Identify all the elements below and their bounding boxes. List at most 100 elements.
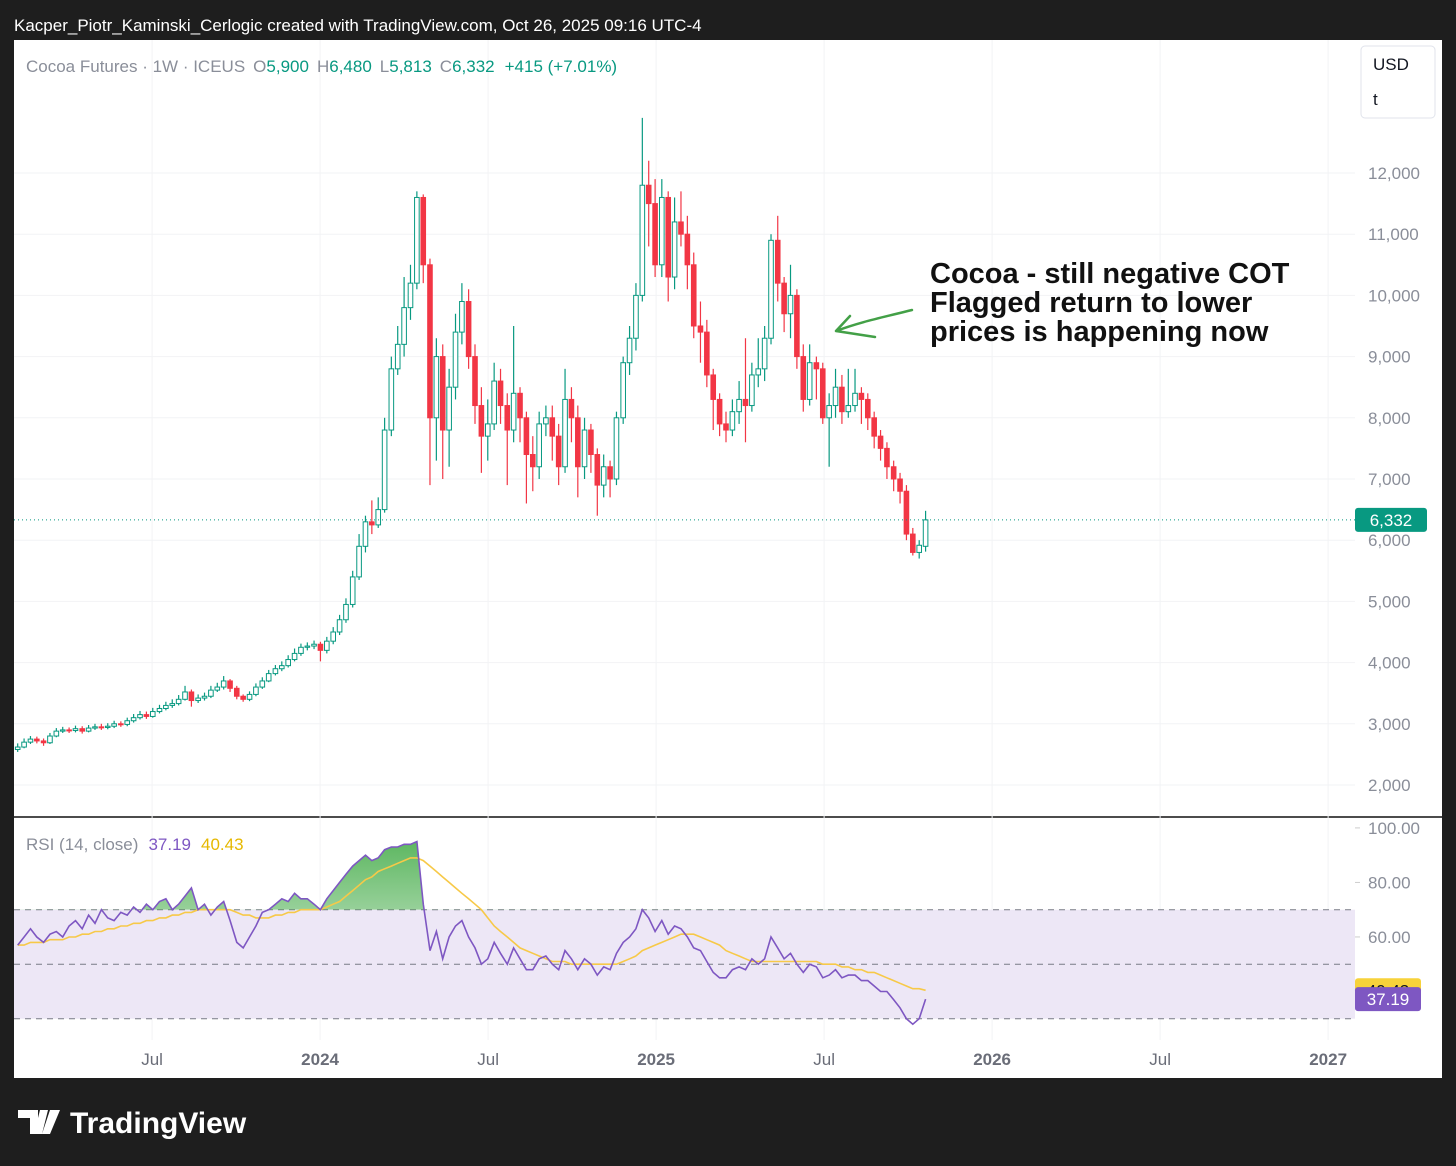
- candle-body: [626, 337, 633, 364]
- y-tick-label: 6,000: [1368, 531, 1411, 550]
- annotation-line: Cocoa - still negative COT: [930, 258, 1290, 290]
- candle-body: [794, 294, 800, 358]
- candle-body: [871, 417, 877, 437]
- candle-body: [504, 405, 511, 431]
- ohlc-legend: Cocoa Futures · 1W · ICEUS O5,900 H6,480 L5…: [26, 57, 617, 76]
- candle-body: [864, 398, 871, 419]
- candle-body: [736, 398, 742, 413]
- y-tick-label: 10,000: [1368, 286, 1420, 305]
- candle-body: [407, 282, 414, 309]
- candle-body: [343, 603, 349, 621]
- candle-body: [66, 729, 72, 732]
- candle-body: [684, 233, 691, 266]
- candle-body: [491, 380, 497, 425]
- candle-body: [813, 362, 820, 370]
- candle-body: [659, 196, 665, 266]
- legend-value: 6,480: [329, 57, 372, 76]
- candle-body: [137, 714, 143, 719]
- annotation-line: Flagged return to lower: [930, 287, 1252, 319]
- candle-body: [253, 686, 259, 695]
- candle-body: [214, 686, 221, 691]
- candle-body: [336, 619, 343, 633]
- y-tick-label: 7,000: [1368, 470, 1411, 489]
- candle-body: [787, 294, 794, 315]
- candle-body: [72, 728, 79, 732]
- candle-body: [53, 730, 60, 737]
- candle-body: [774, 239, 781, 284]
- candle-body: [555, 435, 562, 468]
- candle-body: [446, 386, 452, 431]
- candle-body: [27, 738, 34, 743]
- candle-body: [304, 645, 311, 648]
- candle-body: [510, 392, 517, 431]
- candle-body: [620, 362, 626, 419]
- candle-body: [188, 691, 195, 702]
- candle-body: [594, 454, 601, 486]
- chart-panel: [14, 40, 1442, 1078]
- candle-body: [884, 447, 890, 468]
- candle-body: [452, 331, 459, 388]
- candle-body: [832, 386, 839, 407]
- candle-body: [278, 665, 285, 670]
- candle-body: [806, 362, 813, 400]
- candle-body: [716, 398, 723, 425]
- candle-body: [639, 184, 646, 296]
- currency: USD: [1373, 55, 1409, 74]
- legend-value: 5,813: [389, 57, 432, 76]
- y-tick-label: 5,000: [1368, 592, 1411, 611]
- candle-body: [922, 519, 929, 547]
- candle-body: [523, 417, 530, 456]
- candle-body: [826, 405, 832, 419]
- candle-body: [433, 356, 440, 419]
- candle-body: [381, 429, 388, 511]
- logo-icon: [18, 1110, 60, 1134]
- legend-change: +415 (+7.01%): [505, 57, 617, 76]
- candle-body: [729, 411, 736, 431]
- candle-body: [298, 646, 304, 654]
- candle-body: [852, 392, 858, 407]
- legend-letter: C: [440, 57, 452, 76]
- rsi-badge-label: 37.19: [1367, 990, 1410, 1009]
- candle-body: [600, 466, 607, 486]
- candle-body: [362, 521, 369, 547]
- candle-body: [375, 509, 382, 526]
- legend-letter: H: [317, 57, 329, 76]
- candle-body: [903, 490, 910, 535]
- candle-body: [201, 695, 208, 699]
- legend-letter: L: [380, 57, 389, 76]
- candle-body: [149, 711, 156, 717]
- legend-letter: O: [253, 57, 266, 76]
- header-text: Kacper_Piotr_Kaminski_Cerlogic created w…: [14, 16, 702, 35]
- candle-body: [665, 196, 672, 278]
- candle-body: [910, 533, 916, 553]
- candle-body: [704, 331, 710, 376]
- candle-body: [517, 392, 523, 419]
- candle-body: [472, 356, 478, 407]
- candle-body: [710, 374, 717, 400]
- x-tick-label: 2024: [301, 1050, 339, 1069]
- candle-body: [40, 740, 47, 744]
- logo: TradingView: [18, 1107, 247, 1140]
- candle-body: [839, 386, 845, 413]
- unit-box[interactable]: [1360, 45, 1436, 119]
- candle-body: [890, 466, 897, 480]
- rsi-line: [17, 840, 927, 1026]
- candle-body: [169, 703, 176, 706]
- candle-body: [98, 726, 105, 729]
- candle-body: [369, 521, 375, 526]
- candle-body: [819, 368, 826, 419]
- candle-body: [291, 652, 298, 661]
- candle-body: [272, 668, 279, 675]
- logo-text: TradingView: [70, 1107, 247, 1140]
- candle-body: [240, 695, 246, 700]
- candle-body: [356, 545, 362, 578]
- candle-body: [414, 196, 420, 284]
- y-tick-label: 12,000: [1368, 164, 1420, 183]
- candle-body: [916, 544, 923, 553]
- candle-body: [246, 693, 253, 700]
- y-tick-label: 2,000: [1368, 776, 1411, 795]
- x-tick-label: Jul: [141, 1050, 163, 1069]
- y-tick-label: 4,000: [1368, 654, 1411, 673]
- symbol-title: Cocoa Futures · 1W · ICEUS: [26, 57, 245, 76]
- candle-body: [465, 301, 472, 358]
